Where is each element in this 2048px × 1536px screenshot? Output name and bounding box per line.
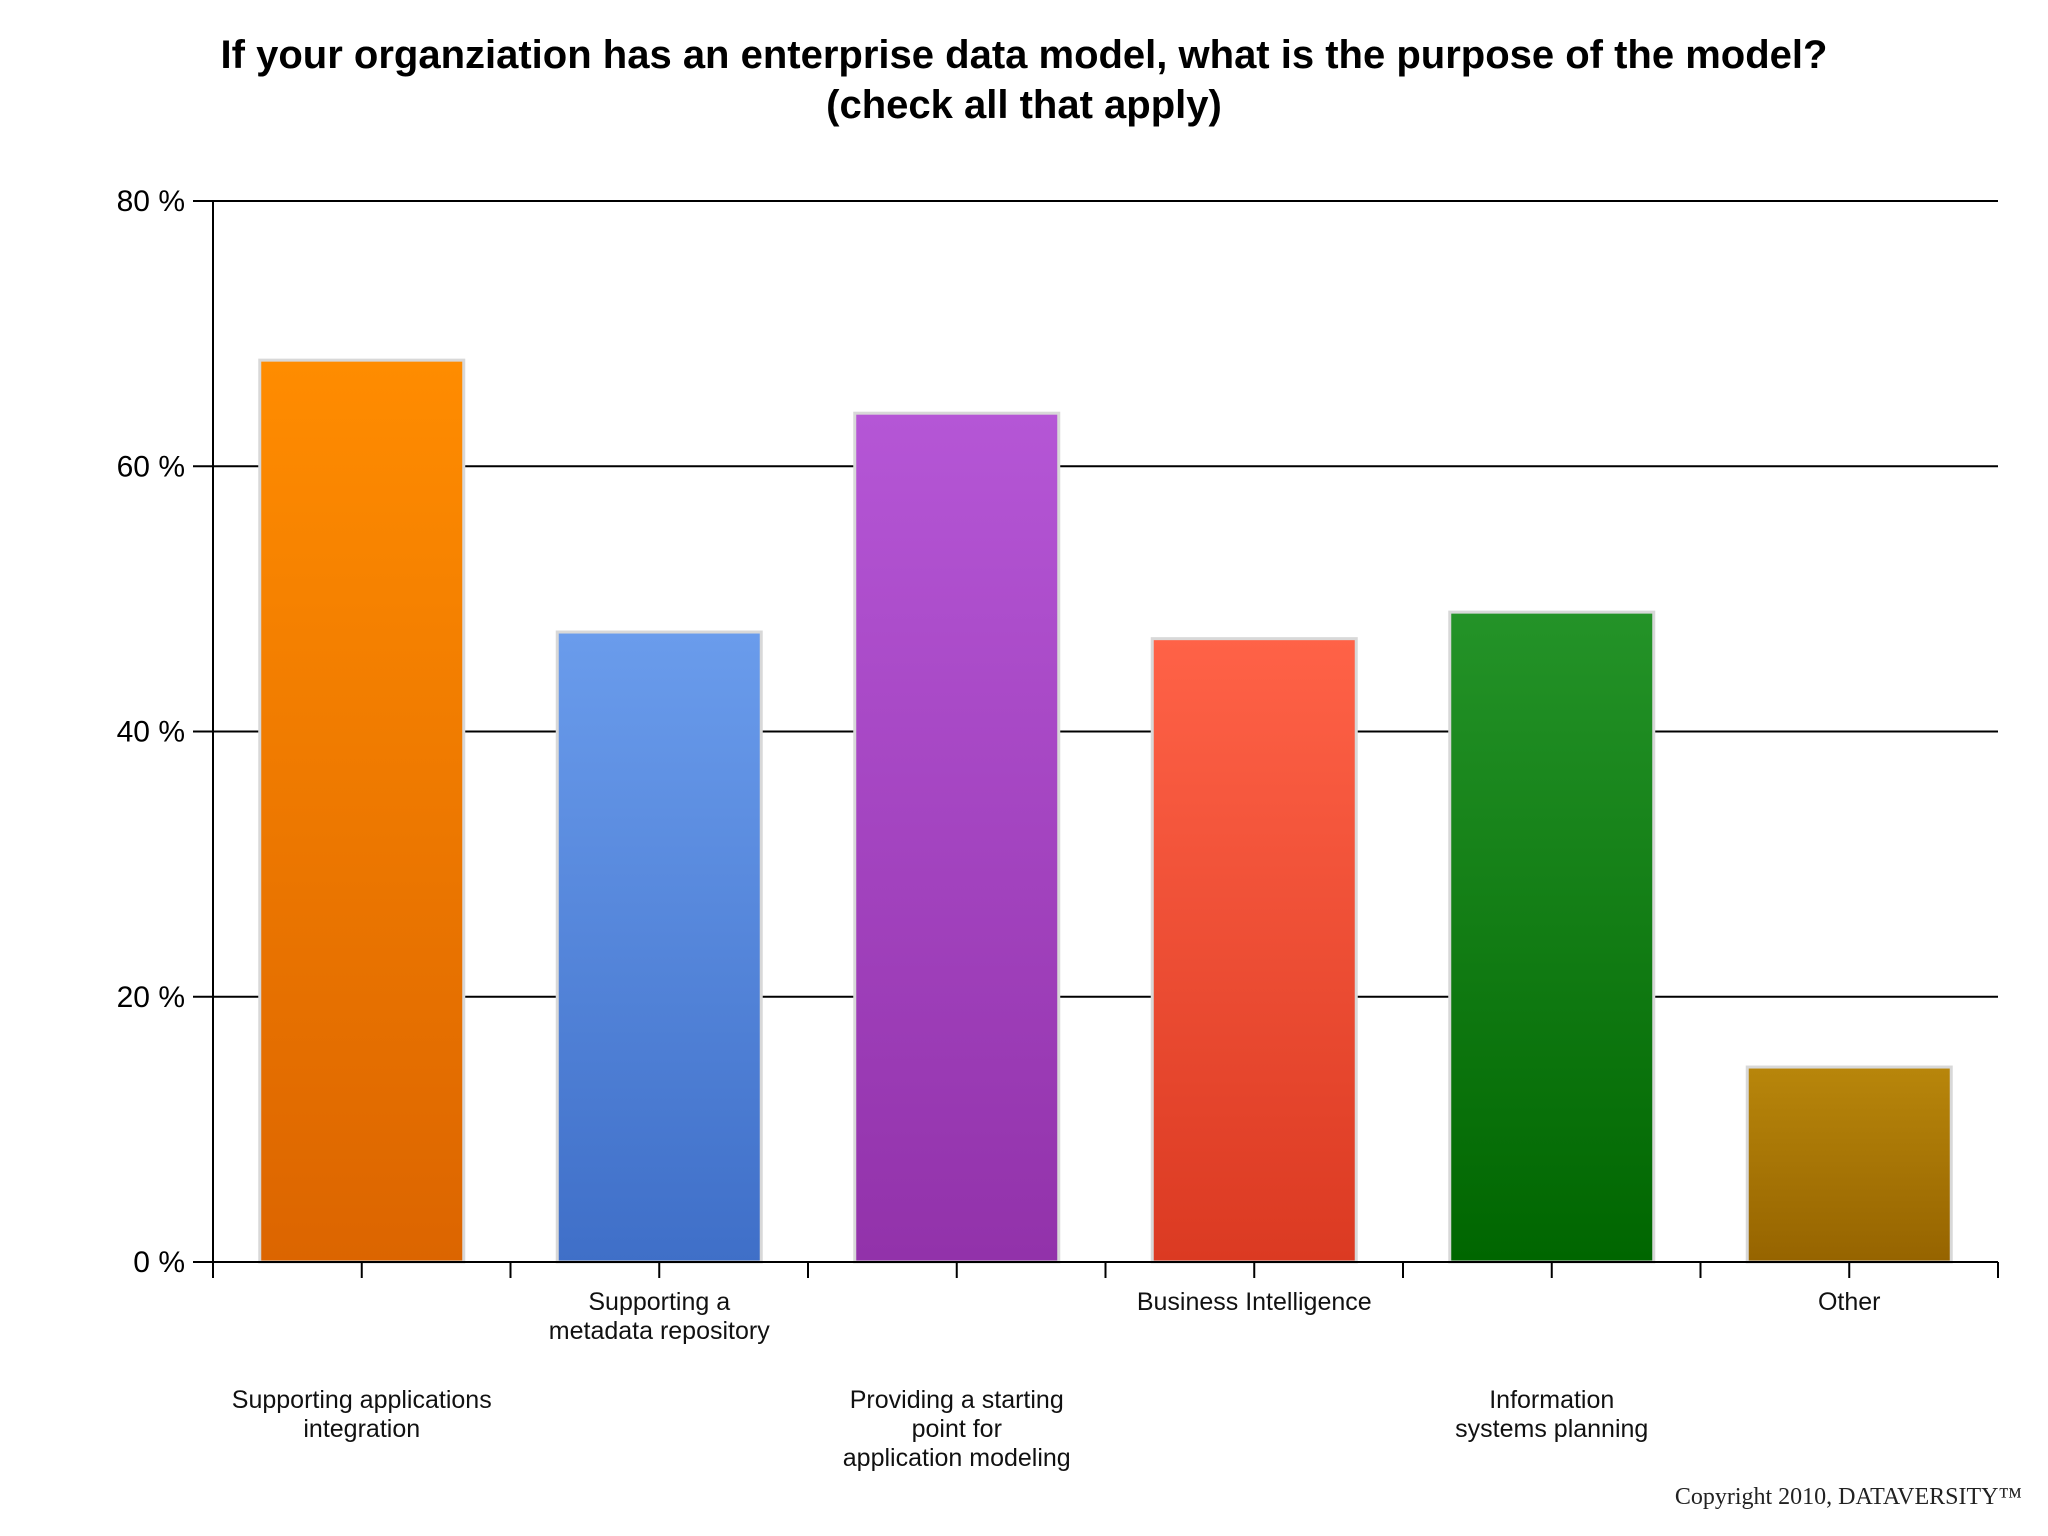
x-category-label-4: Information systems planning (1455, 1386, 1648, 1443)
axis-labels: 0 % 20 % 40 % 60 % 80 % Supporting applicatio… (117, 185, 1881, 1472)
y-tick-label-80: 80 % (117, 185, 185, 218)
x-category-label-0: Supporting applications integration (232, 1386, 492, 1443)
bar-5 (1745, 1065, 1953, 1264)
x-category-label-1: Supporting a metadata repository (549, 1288, 770, 1345)
bars (258, 358, 1953, 1264)
y-tick-label-60: 60 % (117, 450, 185, 483)
copyright-notice: Copyright 2010, DATAVERSITY™ (1674, 1484, 2022, 1510)
x-category-label-2: Providing a starting point for application… (843, 1386, 1071, 1472)
bar-2 (853, 411, 1061, 1264)
bar-0 (258, 358, 466, 1264)
bar-1 (555, 630, 763, 1264)
chart-title-line-2: (check all that apply) (826, 83, 1222, 127)
y-tick-label-0: 0 % (133, 1246, 185, 1279)
bar-4 (1448, 610, 1656, 1264)
chart-title: If your organziation has an enterprise d… (0, 30, 2048, 130)
y-tick-label-20: 20 % (117, 981, 185, 1014)
bar-3 (1150, 637, 1358, 1264)
chart-title-line-1: If your organziation has an enterprise d… (220, 33, 1828, 77)
axes (193, 200, 1999, 1278)
grid-lines (213, 200, 1998, 998)
x-category-label-3: Business Intelligence (1137, 1288, 1372, 1316)
x-category-label-5: Other (1818, 1288, 1881, 1316)
y-tick-label-40: 40 % (117, 716, 185, 749)
